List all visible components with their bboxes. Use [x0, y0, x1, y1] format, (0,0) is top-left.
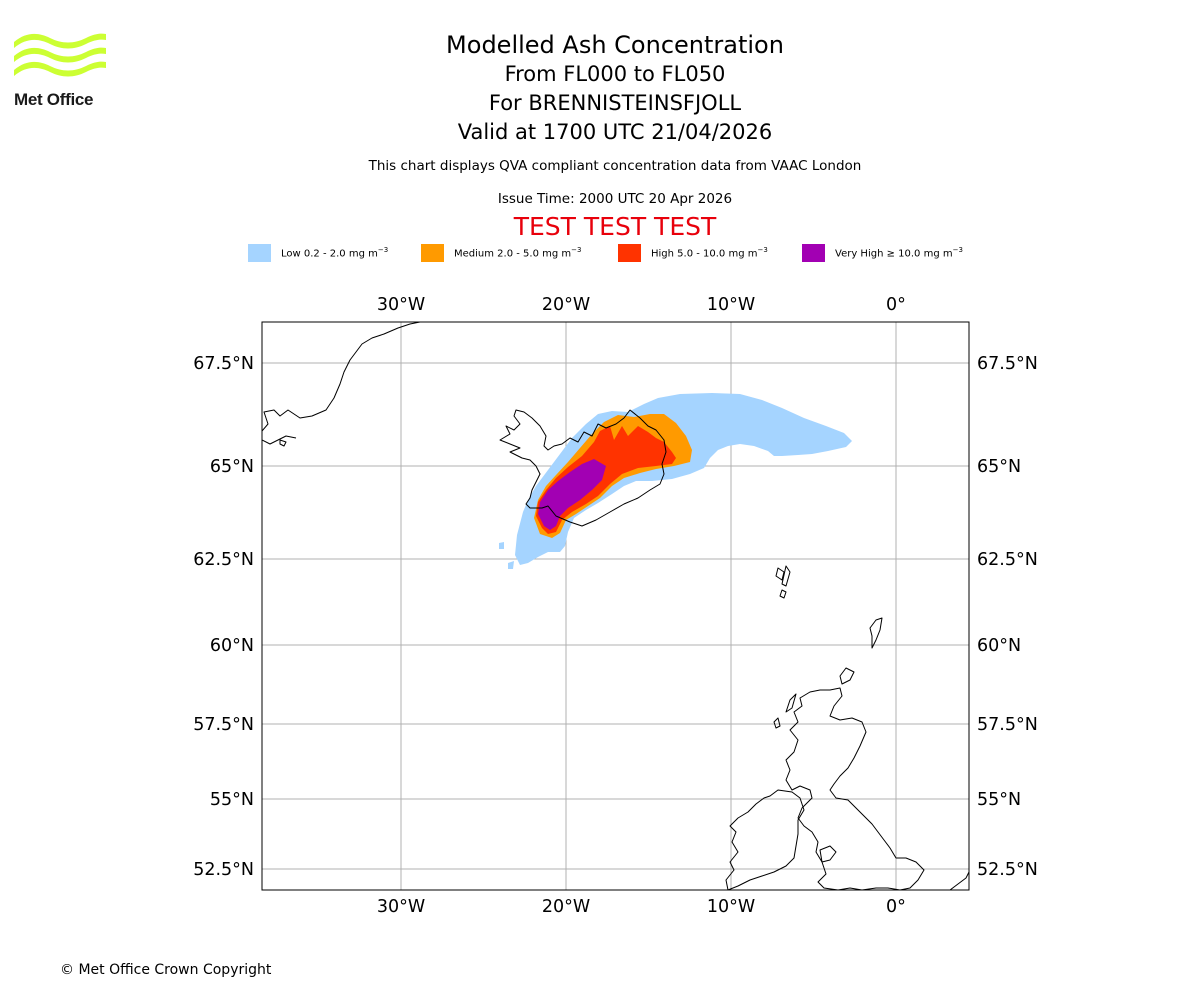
lat-label-left-60n: 60°N: [210, 636, 254, 656]
coast-faroe-2: [781, 565, 791, 587]
lat-labels-left: 67.5°N 65°N 62.5°N 60°N 57.5°N 55°N 52.5…: [193, 354, 254, 880]
coast-france: [949, 871, 969, 890]
coast-scotland-west: [785, 693, 797, 713]
lat-label-right-55n: 55°N: [977, 790, 1021, 810]
coast-faroe-1: [775, 567, 785, 581]
coast-orkney: [839, 667, 855, 685]
lat-label-left-67-5n: 67.5°N: [193, 354, 254, 374]
ash-low-speck-2: [499, 542, 504, 549]
valid-time: Valid at 1700 UTC 21/04/2026: [457, 120, 773, 144]
test-banner: TEST TEST TEST: [513, 212, 717, 241]
lon-labels: 30°W 20°W 10°W 0° 30°W 20°W 10°W 0°: [377, 295, 906, 917]
issue-time: Issue Time: 2000 UTC 20 Apr 2026: [497, 191, 733, 207]
legend-swatch-low: [248, 244, 271, 262]
lat-label-left-52-5n: 52.5°N: [193, 860, 254, 880]
lat-labels-right: 67.5°N 65°N 62.5°N 60°N 57.5°N 55°N 52.5…: [977, 354, 1038, 880]
lat-label-right-60n: 60°N: [977, 636, 1021, 656]
lat-label-left-57-5n: 57.5°N: [193, 715, 254, 735]
coast-shetland: [869, 617, 883, 649]
legend-item-high: High 5.0 - 10.0 mg m−3: [618, 244, 768, 262]
coast-greenland-3: [279, 439, 287, 447]
coastlines: [262, 322, 969, 890]
lat-label-right-67-5n: 67.5°N: [977, 354, 1038, 374]
flight-level-range: From FL000 to FL050: [504, 62, 726, 86]
met-office-logo: Met Office: [14, 30, 114, 110]
lat-label-right-52-5n: 52.5°N: [977, 860, 1038, 880]
lon-label-bottom-20w: 20°W: [542, 897, 590, 917]
legend-label-high: High 5.0 - 10.0 mg m−3: [651, 246, 768, 260]
ash-very-high: [538, 459, 606, 530]
coast-scotland-isles: [773, 717, 781, 729]
lon-label-top-30w: 30°W: [377, 295, 425, 315]
lat-label-right-65n: 65°N: [977, 457, 1021, 477]
lat-label-right-57-5n: 57.5°N: [977, 715, 1038, 735]
coast-wales: [819, 845, 837, 863]
lat-label-left-62-5n: 62.5°N: [193, 550, 254, 570]
legend-swatch-high: [618, 244, 641, 262]
ash-low-speck-1: [508, 561, 514, 569]
ash-high: [536, 426, 676, 534]
logo-text: Met Office: [14, 90, 94, 109]
coast-iceland: [499, 409, 667, 527]
lon-label-top-10w: 10°W: [707, 295, 755, 315]
chart-subtitle: This chart displays QVA compliant concen…: [368, 158, 862, 174]
coast-ireland: [725, 789, 805, 890]
lon-label-bottom-0: 0°: [886, 897, 906, 917]
map-background: [262, 322, 969, 890]
legend-item-low: Low 0.2 - 2.0 mg m−3: [248, 244, 388, 262]
chart-title-block: Modelled Ash Concentration From FL000 to…: [0, 30, 1200, 147]
coast-greenland-2: [262, 435, 297, 445]
chart-title: Modelled Ash Concentration: [446, 31, 784, 59]
volcano-name: For BRENNISTEINSFJOLL: [488, 91, 742, 115]
legend-label-very-high: Very High ≥ 10.0 mg m−3: [835, 246, 963, 260]
coast-faroe-3: [779, 589, 787, 599]
legend-label-low: Low 0.2 - 2.0 mg m−3: [281, 246, 389, 260]
lat-label-left-65n: 65°N: [210, 457, 254, 477]
legend-item-medium: Medium 2.0 - 5.0 mg m−3: [421, 244, 581, 262]
lon-label-top-0: 0°: [886, 295, 906, 315]
lon-label-top-20w: 20°W: [542, 295, 590, 315]
coast-great-britain: [785, 687, 925, 890]
lat-label-right-62-5n: 62.5°N: [977, 550, 1038, 570]
coast-greenland: [262, 322, 421, 432]
legend-swatch-very-high: [802, 244, 825, 262]
legend-label-medium: Medium 2.0 - 5.0 mg m−3: [454, 246, 582, 260]
legend-swatch-medium: [421, 244, 444, 262]
legend-item-very-high: Very High ≥ 10.0 mg m−3: [802, 244, 963, 262]
met-office-wave-logo-icon: [14, 33, 106, 77]
map-frame: [261, 321, 970, 891]
lat-label-left-55n: 55°N: [210, 790, 254, 810]
lon-label-bottom-10w: 10°W: [707, 897, 755, 917]
copyright: © Met Office Crown Copyright: [60, 962, 272, 978]
lon-label-bottom-30w: 30°W: [377, 897, 425, 917]
